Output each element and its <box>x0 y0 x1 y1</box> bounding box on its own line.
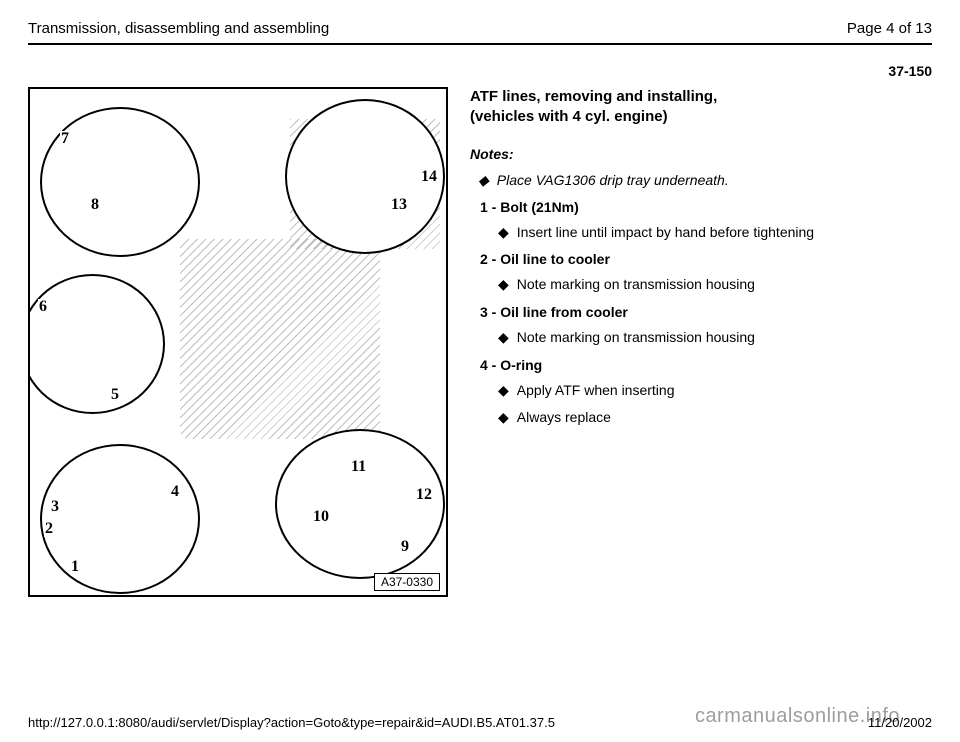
header-title: Transmission, disassembling and assembli… <box>28 20 329 37</box>
item-title: Oil line to cooler <box>500 251 610 267</box>
header-rule <box>28 43 932 45</box>
header-page-counter: Page 4 of 13 <box>847 20 932 37</box>
sub-bullet: ◆ Note marking on transmission housing <box>498 328 932 347</box>
bullet-icon: ◆ <box>498 275 509 294</box>
sub-bullet: ◆ Note marking on transmission housing <box>498 275 932 294</box>
callout-1: 1 <box>70 559 80 575</box>
figure-box: 7 8 14 13 6 5 3 2 1 4 11 10 9 12 A37-033… <box>28 87 448 597</box>
bullet-icon: ◆ <box>498 381 509 400</box>
item-head: 4 - O-ring <box>480 357 932 373</box>
sub-bullet: ◆ Insert line until impact by hand befor… <box>498 223 932 242</box>
footer-date: 11/20/2002 <box>868 715 932 730</box>
item-title: O-ring <box>500 357 542 373</box>
list-item: 2 - Oil line to cooler ◆ Note marking on… <box>480 251 932 294</box>
bullet-icon: ◆ <box>498 328 509 347</box>
callout-5: 5 <box>110 387 120 403</box>
detail-circle <box>40 444 200 594</box>
list-item: 4 - O-ring ◆ Apply ATF when inserting ◆ … <box>480 357 932 427</box>
callout-8: 8 <box>90 197 100 213</box>
sub-bullet: ◆ Always replace <box>498 408 932 427</box>
item-head: 3 - Oil line from cooler <box>480 304 932 320</box>
sub-bullet: ◆ Apply ATF when inserting <box>498 381 932 400</box>
item-num: 1 - <box>480 199 500 215</box>
callout-4: 4 <box>170 484 180 500</box>
sub-text: Always replace <box>517 408 611 427</box>
section-title-line2: (vehicles with 4 cyl. engine) <box>470 108 668 125</box>
item-head: 2 - Oil line to cooler <box>480 251 932 267</box>
item-title: Bolt (21Nm) <box>500 199 579 215</box>
sub-text: Note marking on transmission housing <box>517 328 755 347</box>
section-title: ATF lines, removing and installing, (veh… <box>470 87 932 128</box>
list-item: 1 - Bolt (21Nm) ◆ Insert line until impa… <box>480 199 932 242</box>
callout-6: 6 <box>38 299 48 315</box>
sub-text: Note marking on transmission housing <box>517 275 755 294</box>
callout-9: 9 <box>400 539 410 555</box>
footer-url: http://127.0.0.1:8080/audi/servlet/Displ… <box>28 715 555 730</box>
callout-7: 7 <box>60 131 70 147</box>
item-num: 4 - <box>480 357 500 373</box>
callout-2: 2 <box>44 521 54 537</box>
detail-circle <box>28 274 165 414</box>
item-num: 2 - <box>480 251 500 267</box>
figure-label: A37-0330 <box>374 573 440 591</box>
section-title-line1: ATF lines, removing and installing, <box>470 88 717 105</box>
item-num: 3 - <box>480 304 500 320</box>
callout-11: 11 <box>350 459 367 475</box>
page-header: Transmission, disassembling and assembli… <box>28 20 932 43</box>
bullet-icon: ◆ <box>478 172 489 189</box>
item-head: 1 - Bolt (21Nm) <box>480 199 932 215</box>
note-text: Place VAG1306 drip tray underneath. <box>497 172 729 189</box>
sub-text: Insert line until impact by hand before … <box>517 223 814 242</box>
sub-text: Apply ATF when inserting <box>517 381 675 400</box>
detail-circle <box>275 429 445 579</box>
callout-12: 12 <box>415 487 433 503</box>
bullet-icon: ◆ <box>498 223 509 242</box>
notes-label: Notes: <box>470 146 932 162</box>
content-column: ATF lines, removing and installing, (veh… <box>470 87 932 597</box>
bullet-icon: ◆ <box>498 408 509 427</box>
note-bullet: ◆ Place VAG1306 drip tray underneath. <box>478 172 932 189</box>
callout-3: 3 <box>50 499 60 515</box>
page-footer: http://127.0.0.1:8080/audi/servlet/Displ… <box>28 715 932 730</box>
item-title: Oil line from cooler <box>500 304 628 320</box>
main-content: 7 8 14 13 6 5 3 2 1 4 11 10 9 12 A37-033… <box>28 87 932 597</box>
callout-10: 10 <box>312 509 330 525</box>
list-item: 3 - Oil line from cooler ◆ Note marking … <box>480 304 932 347</box>
callout-13: 13 <box>390 197 408 213</box>
callout-14: 14 <box>420 169 438 185</box>
page-id: 37-150 <box>28 63 932 79</box>
